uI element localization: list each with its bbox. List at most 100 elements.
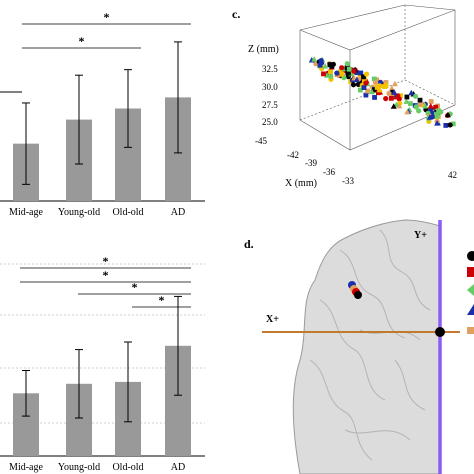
legend-swatch	[467, 284, 474, 296]
scatter-point	[327, 62, 333, 67]
legend-swatch	[467, 267, 474, 277]
category-tick-label: Young-old	[58, 207, 100, 218]
scatter-point	[376, 86, 383, 93]
scatter-point	[377, 83, 383, 89]
scatter-point	[368, 88, 375, 95]
category-tick-label: Mid-age	[9, 462, 43, 473]
y-axis-label: Y+	[414, 230, 427, 241]
scatter-point	[353, 76, 360, 83]
scatter-point	[328, 69, 333, 75]
scatter-point	[317, 62, 323, 68]
scatter-point	[408, 89, 415, 96]
scatter-point	[339, 71, 345, 77]
brain-render: d. Y+ X+	[244, 219, 474, 474]
scatter-point	[426, 114, 433, 120]
scatter-point	[346, 66, 352, 72]
panel-label-c: c.	[232, 7, 240, 21]
x-tick: -33	[342, 176, 354, 186]
scatter-point	[422, 102, 429, 109]
scatter-point	[363, 92, 369, 98]
scatter-point	[390, 103, 397, 109]
scatter-point	[361, 85, 367, 90]
category-tick-label: AD	[171, 462, 185, 473]
scatter-point	[434, 120, 441, 126]
scatter-point	[374, 77, 380, 83]
scatter-point	[321, 71, 326, 77]
z-tick: 25.0	[262, 117, 278, 127]
scatter-point	[450, 121, 456, 127]
scatter-point	[398, 93, 403, 99]
scatter-point	[408, 101, 413, 107]
x-axis-label: X (mm)	[285, 178, 317, 189]
scatter-point	[358, 70, 364, 76]
scatter-point	[372, 87, 378, 93]
brain-surface	[292, 219, 441, 474]
scatter-point	[354, 70, 360, 76]
scatter-point	[374, 85, 380, 90]
scatter-point	[436, 108, 441, 114]
y-tick: 42	[448, 170, 457, 180]
scatter-point	[351, 68, 357, 74]
origin-point	[435, 327, 445, 337]
scatter-point	[383, 80, 389, 85]
scatter-point	[417, 97, 423, 103]
scatter-point	[344, 61, 350, 67]
scatter-point	[342, 66, 348, 72]
scatter-point	[371, 76, 377, 82]
significance-star: *	[103, 254, 109, 268]
scatter-point	[434, 113, 440, 119]
scatter-point	[361, 74, 366, 80]
scatter-point	[357, 87, 363, 93]
scatter-point	[443, 123, 449, 128]
scatter-point	[391, 89, 398, 95]
legend-swatch	[467, 251, 474, 261]
x-tick: -36	[323, 167, 335, 177]
electrode-cluster	[348, 281, 362, 299]
scatter-point	[403, 98, 410, 104]
scatter-point	[427, 103, 434, 109]
significance-star: *	[79, 34, 85, 48]
plot-box	[299, 4, 456, 151]
scatter-point	[372, 95, 377, 100]
scatter-point	[433, 104, 439, 110]
x-axis-label: X+	[266, 314, 279, 325]
scatter-point	[345, 70, 351, 76]
scatter-point	[404, 108, 411, 115]
category-tick-label: Young-old	[58, 462, 100, 473]
scatter-point	[391, 80, 398, 87]
significance-star: *	[103, 268, 109, 282]
scatter-point	[383, 83, 389, 88]
scatter-point	[413, 104, 419, 110]
z-tick: 30.0	[262, 82, 278, 92]
category-tick-label: Mid-age	[9, 207, 43, 218]
scatter-point	[362, 76, 367, 82]
scatter-point	[350, 82, 357, 88]
x-tick: -39	[305, 158, 317, 168]
scatter-point	[412, 93, 419, 99]
z-axis-label: Z (mm)	[248, 44, 279, 55]
z-tick: 27.5	[262, 100, 278, 110]
y-tick: -45	[255, 136, 267, 146]
scatter-point	[388, 95, 394, 101]
scatter-point	[365, 88, 370, 94]
scatter-point	[427, 107, 433, 113]
scatter-point	[348, 71, 354, 77]
brain-sulci	[309, 229, 431, 461]
legend-swatch	[467, 327, 474, 334]
scatter-point	[404, 94, 410, 100]
scatter-point	[396, 102, 403, 109]
scatter-3d: c. Z (mm) 32.5 30.0 27.5 25.0 -45 -42 -3…	[232, 4, 457, 189]
scatter-point	[386, 90, 392, 97]
bar-chart-top: * * Mid-age Young-old Old-old AD	[0, 10, 205, 218]
scatter-point	[416, 108, 422, 114]
category-tick-label: Old-old	[112, 462, 143, 473]
z-tick: 32.5	[262, 64, 278, 74]
scatter-point	[396, 96, 402, 102]
significance-star: *	[104, 10, 110, 24]
scatter-point	[363, 71, 370, 77]
category-tick-label: AD	[171, 207, 185, 218]
scatter-point	[447, 122, 453, 128]
panel-label-d: d.	[244, 237, 254, 251]
scatter-point	[363, 80, 369, 86]
